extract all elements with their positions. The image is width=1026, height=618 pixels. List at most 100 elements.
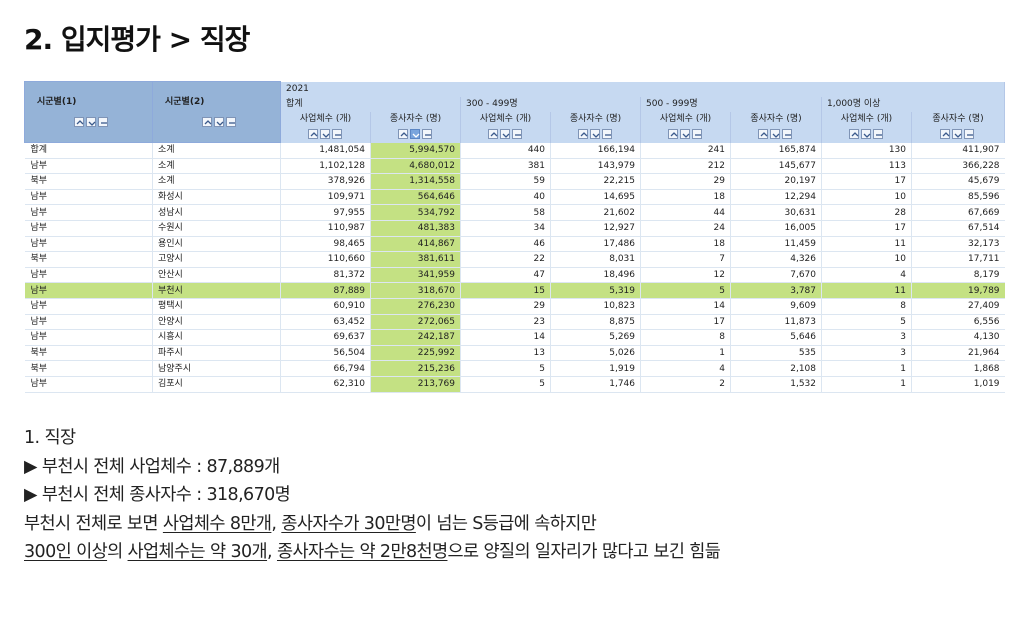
cell-value: 2 [640,376,731,393]
cell-value: 10 [821,251,912,268]
filter-dropdown-icon[interactable] [860,129,871,139]
cell-city: 안양시 [152,314,281,331]
group-header-1000-plus: 1,000명 이상 [820,96,1006,112]
sort-descending-icon[interactable] [601,129,612,139]
sort-descending-icon[interactable] [226,116,236,127]
sort-ascending-icon[interactable] [202,116,212,127]
underlined-worker-approx: 종사자수는 약 2만8천명 [276,542,448,562]
table-row: 남부 화성시 109,971 564,646 40 14,695 18 12,294 10 85,… [24,189,1005,206]
cell-city: 소계 [152,158,281,175]
cell-value: 145,677 [730,158,822,175]
table-row: 남부 평택시 60,910 276,230 29 10,823 14 9,609 8 27,409 [24,298,1005,315]
sort-descending-icon[interactable] [98,116,108,127]
cell-value: 14 [640,298,731,315]
cell-value: 13 [460,345,551,362]
filter-dropdown-icon[interactable] [319,129,330,139]
cell-value: 110,987 [280,220,371,237]
cell-region: 북부 [24,345,153,362]
filter-dropdown-icon[interactable] [214,116,224,127]
cell-value: 1,532 [730,376,822,393]
cell-value: 1,314,558 [370,173,461,190]
sort-descending-icon[interactable] [964,129,975,139]
sort-ascending-icon[interactable] [487,129,498,139]
cell-value: 19,789 [910,282,1005,299]
cell-value: 5 [821,314,912,331]
sort-ascending-icon[interactable] [577,129,588,139]
row-header-city: 시군별(2) [152,81,281,143]
cell-value: 11 [821,236,912,253]
cell-region: 북부 [24,360,153,377]
table-row: 남부 소계 1,102,128 4,680,012 381 143,979 212 145,6… [24,158,1005,175]
filter-dropdown-icon[interactable] [679,129,690,139]
sort-ascending-icon[interactable] [758,129,768,139]
cell-value: 2,108 [730,360,822,377]
cell-value: 29 [640,173,731,190]
filter-dropdown-icon[interactable] [409,129,420,139]
cell-value: 4,130 [910,329,1005,346]
cell-value: 17,486 [550,236,641,253]
cell-city: 수원시 [152,220,281,237]
cell-value: 341,959 [370,267,461,284]
cell-value: 59 [460,173,551,190]
table-row: 북부 소계 378,926 1,314,558 59 22,215 29 20,197 17 45… [24,173,1005,190]
sort-descending-icon[interactable] [331,129,342,139]
cell-value: 5,026 [550,345,641,362]
sort-descending-icon[interactable] [511,129,522,139]
cell-value: 29 [460,298,551,315]
sort-ascending-icon[interactable] [940,129,951,139]
summary-line-2: 300인 이상의 사업체수는 약 30개, 종사자수는 약 2만8천명으로 양질… [24,538,721,567]
table-row: 남부 수원시 110,987 481,383 34 12,927 24 16,005 17 67,… [24,220,1005,237]
cell-value: 22,215 [550,173,641,190]
cell-value: 98,465 [280,236,371,253]
cell-region: 남부 [24,314,153,331]
cell-value: 1,919 [550,360,641,377]
cell-value: 7,670 [730,267,822,284]
sort-ascending-icon[interactable] [667,129,678,139]
filter-dropdown-icon[interactable] [952,129,963,139]
cell-city: 평택시 [152,298,281,315]
cell-value: 5 [460,360,551,377]
cell-value: 3 [821,329,912,346]
summary-text: 부천시 전체로 보면 [24,513,163,534]
cell-value: 242,187 [370,329,461,346]
sort-ascending-icon[interactable] [848,129,859,139]
sort-ascending-icon[interactable] [397,129,408,139]
row-header-region: 시군별(1) [24,81,153,143]
cell-value: 8 [821,298,912,315]
sort-ascending-icon[interactable] [74,116,84,127]
filter-dropdown-icon[interactable] [589,129,600,139]
cell-value: 534,792 [370,204,461,221]
filter-dropdown-icon[interactable] [86,116,96,127]
filter-dropdown-icon[interactable] [770,129,780,139]
table-row: 남부 안양시 63,452 272,065 23 8,875 17 11,873 5 6,556 [24,314,1005,331]
cell-value: 225,992 [370,345,461,362]
cell-value: 215,236 [370,360,461,377]
cell-value: 7 [640,251,731,268]
underlined-300-plus: 300인 이상 [24,542,108,562]
cell-value: 30,631 [730,204,822,221]
cell-region: 남부 [24,220,153,237]
column-filter-row [25,126,1006,143]
cell-region: 합계 [24,142,153,159]
cell-region: 남부 [24,282,153,299]
sort-descending-icon[interactable] [782,129,792,139]
cell-value: 3 [821,345,912,362]
table-row: 합계 소계 1,481,054 5,994,570 440 166,194 241 165,8… [24,142,1005,159]
sort-descending-icon[interactable] [421,129,432,139]
table-row: 남부 시흥시 69,637 242,187 14 5,269 8 5,646 3 4,130 [24,329,1005,346]
cell-value: 1,019 [910,376,1005,393]
table-row: 남부 김포시 62,310 213,769 5 1,746 2 1,532 1 1,019 [24,376,1005,393]
sort-descending-icon[interactable] [691,129,702,139]
underlined-business-count: 사업체수 8만개 [162,513,272,534]
summary-text: 의 [107,542,128,562]
cell-value: 23 [460,314,551,331]
subheader-workers: 종사자수 (명) [910,111,1006,127]
sort-ascending-icon[interactable] [307,129,318,139]
filter-dropdown-icon[interactable] [499,129,510,139]
column-filter-cell [821,126,912,143]
cell-value: 32,173 [910,236,1005,253]
sort-descending-icon[interactable] [872,129,883,139]
column-filter-cell [550,126,641,143]
cell-value: 143,979 [550,158,641,175]
column-filter-cell [280,126,371,143]
